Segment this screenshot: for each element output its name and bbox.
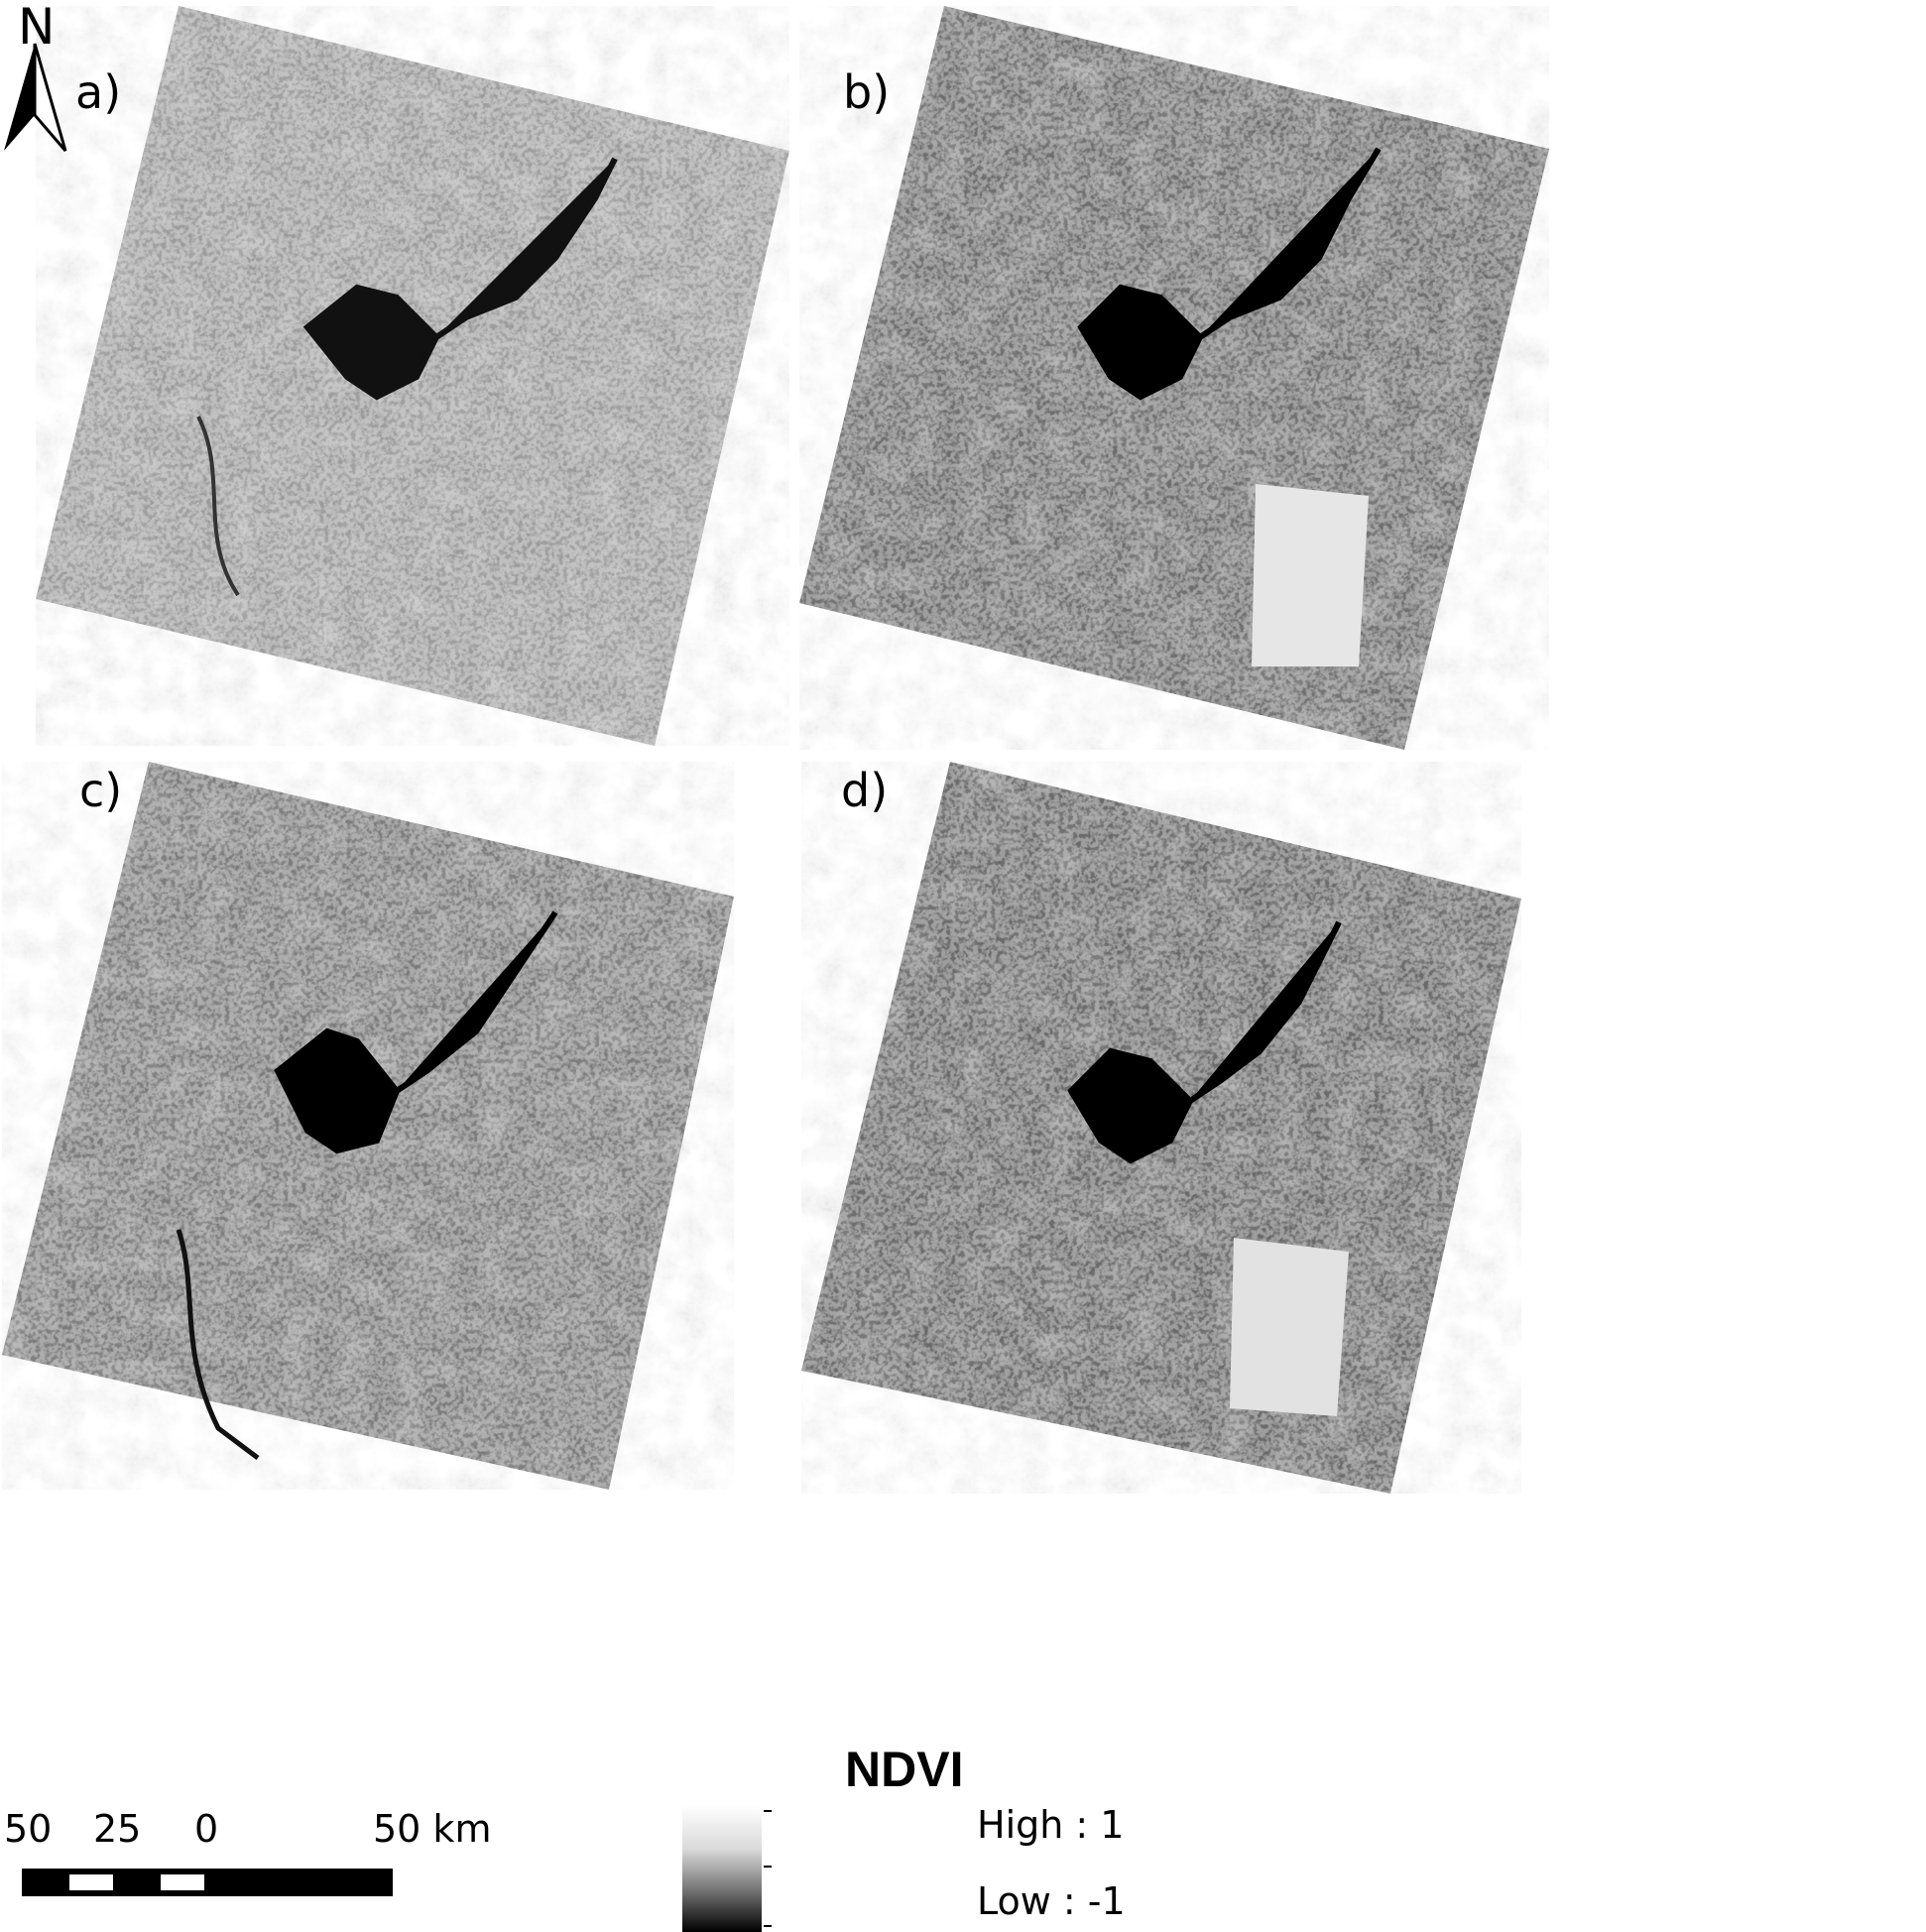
legend-title: NDVI [845,1742,964,1797]
legend-low-label: Low : -1 [977,1879,1126,1923]
panel-c-label: c) [79,764,123,817]
north-label: N [18,0,56,56]
ndvi-color-ramp [682,1805,762,1932]
legend-high-label: High : 1 [977,1803,1125,1847]
panel-a-label: a) [75,65,122,119]
scale-label-0: 0 [194,1807,219,1851]
panel-d-image [801,762,1521,1494]
scale-label-25: 25 [93,1807,142,1851]
panel-c-image [2,762,734,1490]
north-arrow-icon [4,43,67,152]
scale-label-50-left: 50 [4,1807,53,1851]
panel-d-label: d) [841,764,889,817]
scale-bar [22,1869,393,1896]
panel-b-label: b) [843,65,891,119]
scale-label-50-km: 50 km [373,1807,492,1851]
panel-b-image [799,6,1549,750]
panel-a-image [36,6,789,746]
